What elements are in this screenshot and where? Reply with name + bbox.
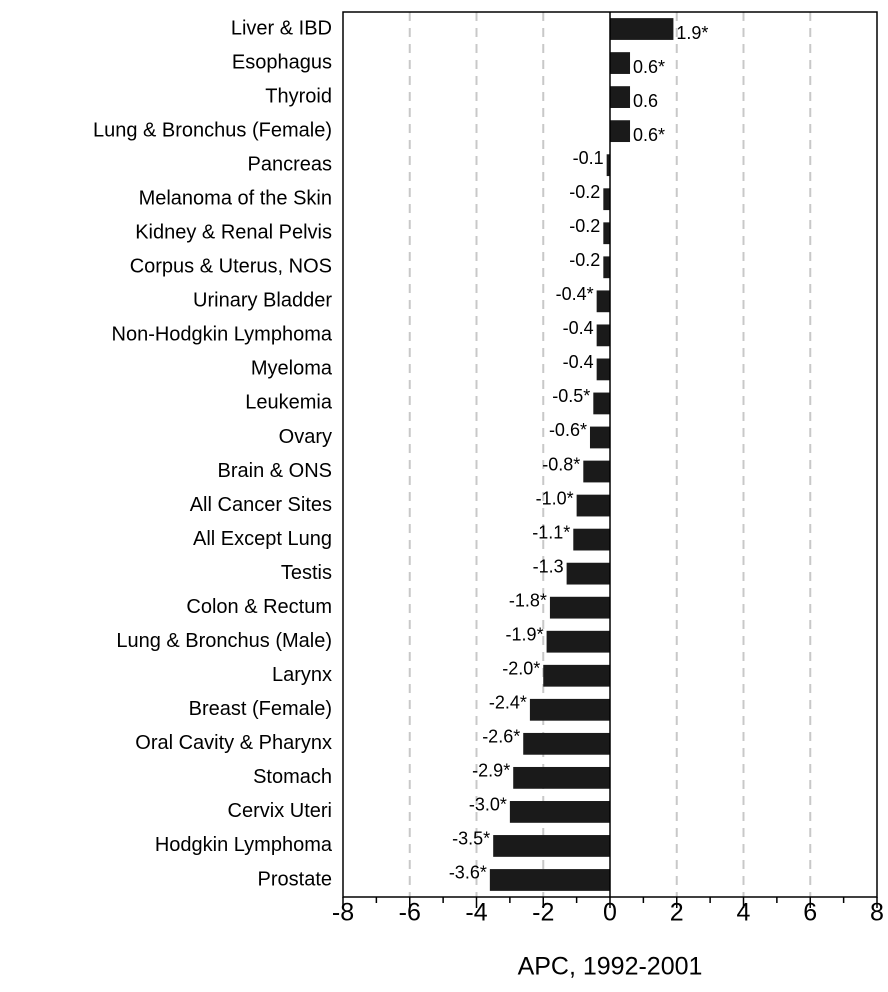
x-tick-label: 6 — [803, 899, 817, 927]
value-label: -2.0* — [502, 659, 540, 679]
y-tick-label: Ovary — [279, 426, 332, 448]
y-tick-label: Larynx — [272, 664, 332, 686]
bar — [576, 494, 610, 517]
y-tick-label: Lung & Bronchus (Male) — [116, 630, 332, 652]
bar — [610, 86, 631, 108]
bar — [546, 630, 610, 653]
value-label: -0.2 — [569, 250, 600, 270]
y-tick-label: Non-Hodgkin Lymphoma — [112, 324, 333, 346]
value-label: 0.6* — [633, 125, 665, 145]
value-label: -0.2 — [569, 182, 600, 202]
y-tick-label: Breast (Female) — [189, 698, 332, 720]
value-label: -0.5* — [552, 386, 590, 406]
bar — [603, 188, 610, 211]
value-label: -1.8* — [509, 590, 547, 610]
y-tick-label: Corpus & Uterus, NOS — [130, 256, 332, 278]
y-tick-label: Stomach — [253, 766, 332, 788]
y-tick-label: Testis — [281, 562, 332, 584]
x-tick-label: -4 — [465, 899, 487, 927]
x-tick-label: 4 — [737, 899, 751, 927]
x-tick-label: 0 — [603, 899, 617, 927]
bar — [593, 392, 610, 415]
bar — [509, 801, 610, 823]
value-label: -0.4 — [563, 352, 594, 372]
value-label: 0.6* — [633, 57, 665, 77]
value-label: -3.0* — [469, 795, 507, 815]
value-label: -1.3 — [533, 556, 564, 576]
y-tick-label: Cervix Uteri — [228, 800, 332, 822]
bar — [573, 528, 610, 551]
y-tick-label: Pancreas — [248, 153, 333, 175]
bar — [610, 18, 674, 40]
y-tick-label: Liver & IBD — [231, 17, 332, 39]
bar — [610, 120, 631, 143]
bar — [513, 766, 610, 789]
bar — [583, 460, 610, 483]
y-tick-label: Prostate — [258, 868, 332, 890]
y-tick-label: Colon & Rectum — [186, 596, 332, 618]
y-tick-label: Myeloma — [251, 358, 333, 380]
x-tick-label: 2 — [670, 899, 684, 927]
bar — [610, 52, 631, 74]
bar — [566, 562, 610, 585]
value-label: -2.9* — [472, 761, 510, 781]
bar — [596, 358, 610, 381]
value-label: 0.6 — [633, 91, 658, 111]
x-tick-label: -8 — [332, 899, 354, 927]
bar — [543, 664, 610, 687]
value-label: -1.9* — [506, 624, 544, 644]
value-label: -0.1 — [573, 148, 604, 168]
bar — [606, 154, 610, 177]
y-tick-label: All Cancer Sites — [190, 494, 332, 516]
x-tick-label: -6 — [399, 899, 421, 927]
value-label: -2.6* — [482, 727, 520, 747]
bar — [596, 324, 610, 347]
y-tick-label: Urinary Bladder — [193, 290, 332, 312]
y-tick-label: Kidney & Renal Pelvis — [135, 222, 332, 244]
bar — [529, 698, 610, 721]
x-tick-label: -2 — [532, 899, 554, 927]
bar — [523, 732, 610, 755]
bar — [603, 256, 610, 279]
y-tick-label: All Except Lung — [193, 528, 332, 550]
bar — [549, 596, 610, 619]
y-tick-label: Thyroid — [265, 85, 332, 107]
bar — [596, 290, 610, 313]
y-tick-label: Lung & Bronchus (Female) — [93, 119, 332, 141]
value-label: -0.2 — [569, 216, 600, 236]
value-label: -0.8* — [542, 454, 580, 474]
value-label: -2.4* — [489, 693, 527, 713]
bar — [493, 835, 610, 857]
bar — [603, 222, 610, 245]
y-tick-label: Esophagus — [232, 51, 332, 73]
value-label: -3.6* — [449, 863, 487, 883]
x-axis-label: APC, 1992-2001 — [518, 953, 703, 981]
value-label: -0.6* — [549, 420, 587, 440]
bar — [589, 426, 610, 449]
y-tick-label: Hodgkin Lymphoma — [155, 834, 333, 856]
value-label: -3.5* — [452, 829, 490, 849]
y-tick-label: Oral Cavity & Pharynx — [135, 732, 332, 754]
x-tick-label: 8 — [870, 899, 884, 927]
bar — [489, 869, 610, 891]
value-label: -1.1* — [532, 522, 570, 542]
value-label: -0.4* — [556, 284, 594, 304]
value-label: -1.0* — [536, 488, 574, 508]
value-label: -0.4 — [563, 318, 594, 338]
y-tick-label: Leukemia — [245, 392, 333, 414]
value-label: 1.9* — [676, 23, 708, 43]
y-tick-label: Brain & ONS — [218, 460, 332, 482]
y-tick-label: Melanoma of the Skin — [139, 187, 332, 209]
